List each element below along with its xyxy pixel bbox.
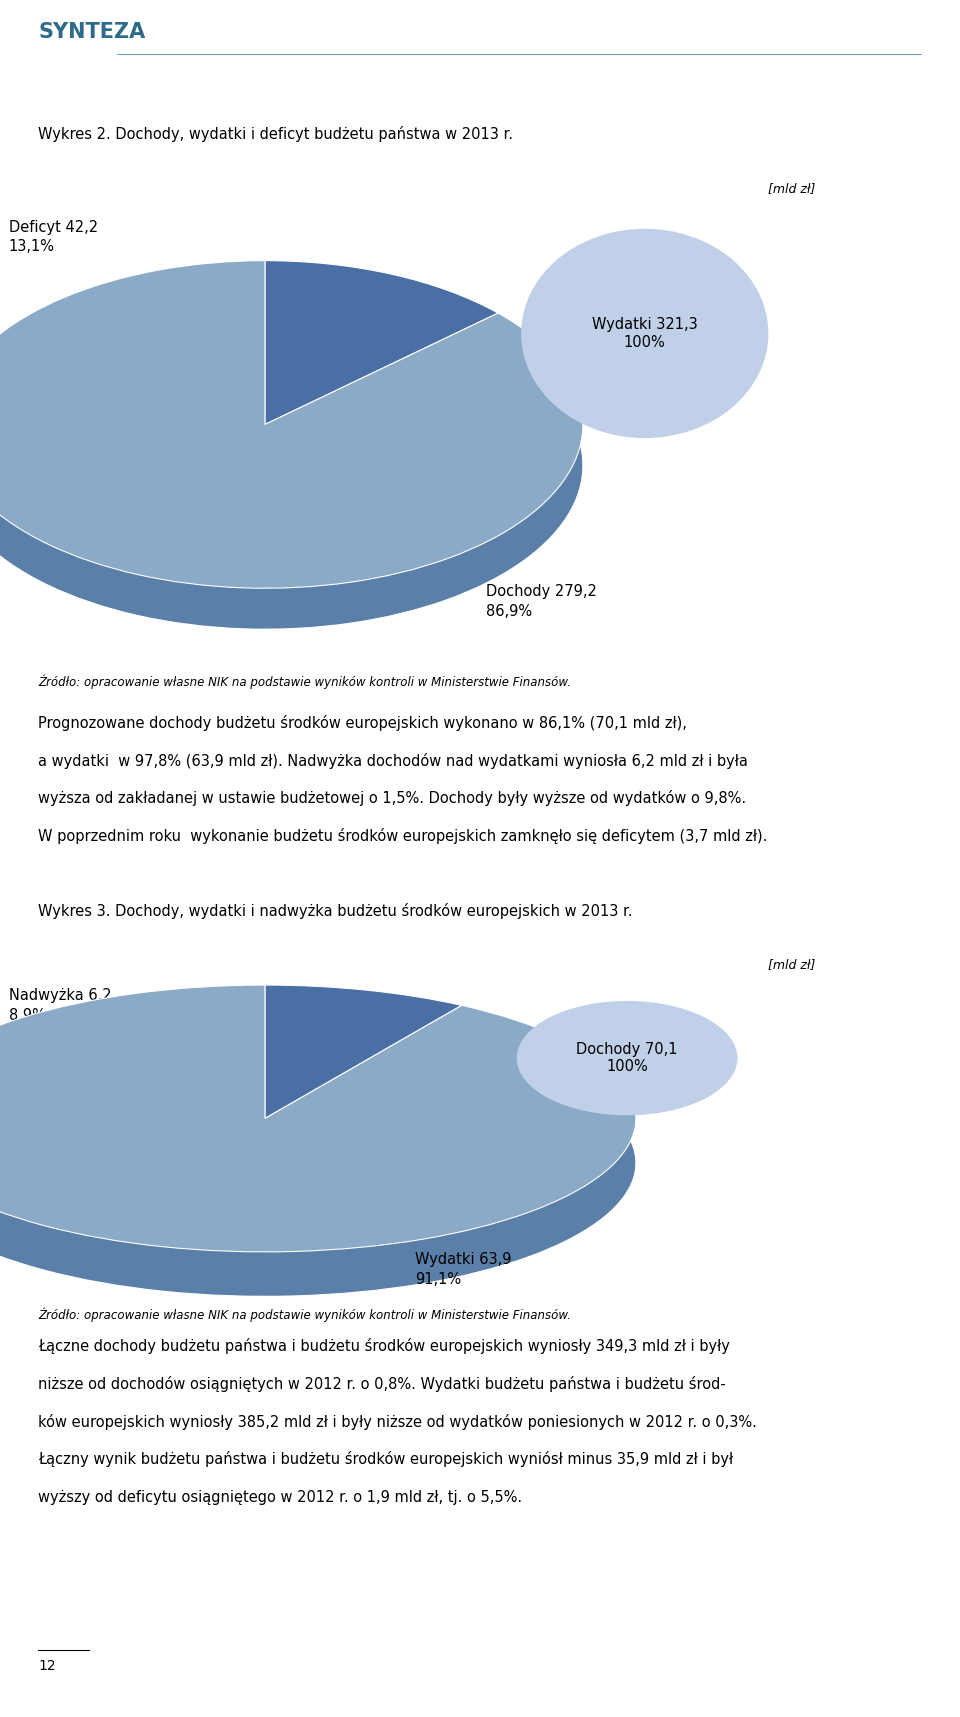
Text: Wykres 3. Dochody, wydatki i nadwyżka budżetu środków europejskich w 2013 r.: Wykres 3. Dochody, wydatki i nadwyżka bu… [38,903,633,920]
Wedge shape [0,986,636,1252]
Text: Łączne dochody budżetu państwa i budżetu środków europejskich wyniosły 349,3 mld: Łączne dochody budżetu państwa i budżetu… [38,1338,731,1355]
Text: Dochody 70,1
100%: Dochody 70,1 100% [576,1042,678,1075]
Text: [mld zł]: [mld zł] [768,182,816,194]
Text: SYNTEZA: SYNTEZA [38,22,146,41]
Text: W poprzednim roku  wykonanie budżetu środków europejskich zamknęło się deficytem: W poprzednim roku wykonanie budżetu środ… [38,828,768,845]
Wedge shape [265,302,498,465]
Text: Łączny wynik budżetu państwa i budżetu środków europejskich wyniósł minus 35,9 m: Łączny wynik budżetu państwa i budżetu ś… [38,1451,733,1468]
Ellipse shape [516,1001,737,1116]
Text: [mld zł]: [mld zł] [768,958,816,970]
Text: 12: 12 [38,1659,56,1672]
Wedge shape [0,1030,636,1296]
Text: Deficyt 42,2
13,1%: Deficyt 42,2 13,1% [9,220,98,254]
Text: Dochody 279,2
86,9%: Dochody 279,2 86,9% [486,584,596,620]
Text: wyższy od deficytu osiągniętego w 2012 r. o 1,9 mld zł, tj. o 5,5%.: wyższy od deficytu osiągniętego w 2012 r… [38,1490,522,1504]
Wedge shape [0,302,583,628]
Text: Wydatki 63,9
91,1%: Wydatki 63,9 91,1% [415,1252,512,1286]
Wedge shape [265,1030,462,1162]
Text: Prognozowane dochody budżetu środków europejskich wykonano w 86,1% (70,1 mld zł): Prognozowane dochody budżetu środków eur… [38,714,687,731]
Text: Wykres 2. Dochody, wydatki i deficyt budżetu państwa w 2013 r.: Wykres 2. Dochody, wydatki i deficyt bud… [38,125,514,141]
Text: Źródło: opracowanie własne NIK na podstawie wyników kontroli w Ministerstwie Fin: Źródło: opracowanie własne NIK na podsta… [38,675,571,689]
Text: Wydatki 321,3
100%: Wydatki 321,3 100% [592,318,698,350]
Ellipse shape [521,228,768,438]
Text: Nadwyżka 6,2
8,9%: Nadwyżka 6,2 8,9% [9,989,111,1023]
Text: niższe od dochodów osiągniętych w 2012 r. o 0,8%. Wydatki budżetu państwa i budż: niższe od dochodów osiągniętych w 2012 r… [38,1375,726,1392]
Text: wyższa od zakładanej w ustawie budżetowej o 1,5%. Dochody były wyższe od wydatkó: wyższa od zakładanej w ustawie budżetowe… [38,790,747,807]
Wedge shape [265,261,498,424]
Wedge shape [0,261,583,589]
Text: ków europejskich wyniosły 385,2 mld zł i były niższe od wydatków poniesionych w : ków europejskich wyniosły 385,2 mld zł i… [38,1413,757,1430]
Wedge shape [265,986,462,1118]
Text: Źródło: opracowanie własne NIK na podstawie wyników kontroli w Ministerstwie Fin: Źródło: opracowanie własne NIK na podsta… [38,1308,571,1322]
Text: a wydatki  w 97,8% (63,9 mld zł). Nadwyżka dochodów nad wydatkami wyniosła 6,2 m: a wydatki w 97,8% (63,9 mld zł). Nadwyżk… [38,752,748,769]
